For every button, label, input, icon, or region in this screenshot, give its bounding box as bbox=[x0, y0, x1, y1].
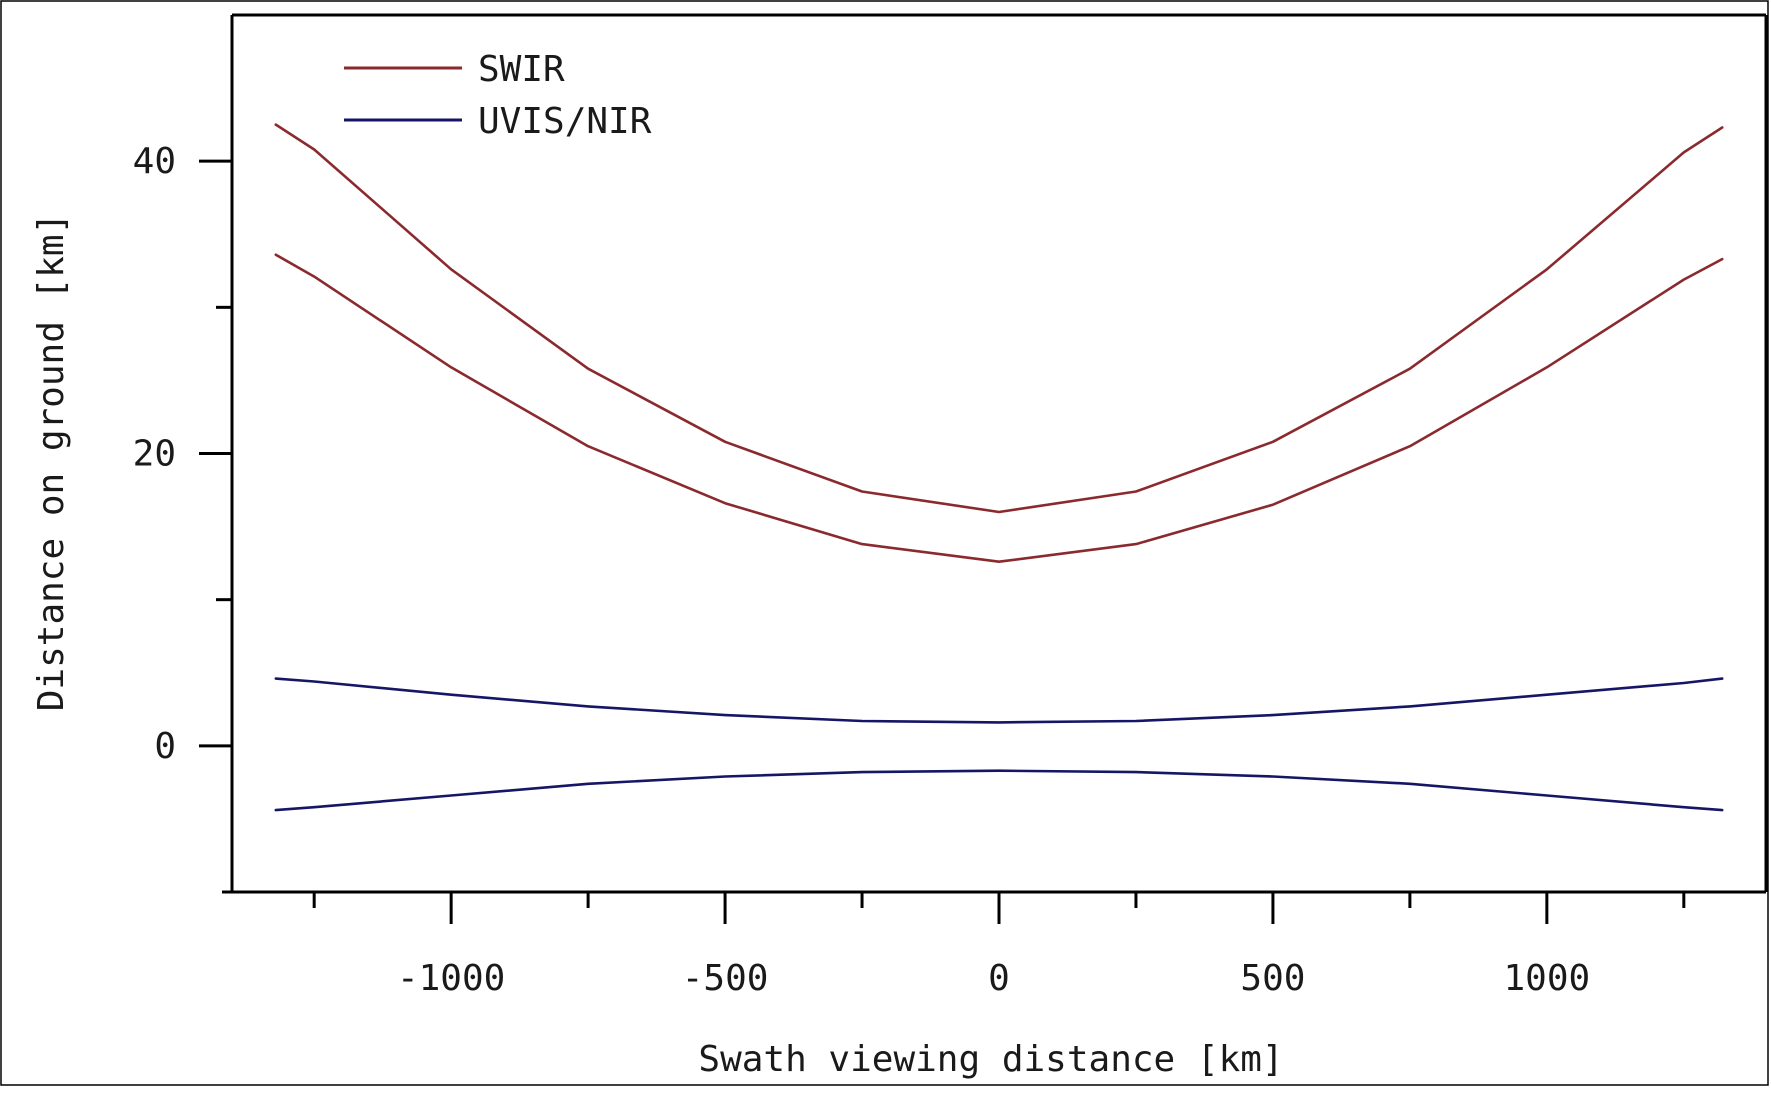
legend-label: UVIS/NIR bbox=[478, 101, 652, 142]
legend-label: SWIR bbox=[478, 49, 565, 90]
series-line-swir-0 bbox=[274, 123, 1724, 514]
x-axis-title: Swath viewing distance [km] bbox=[698, 1039, 1283, 1080]
x-tick-label: 0 bbox=[988, 958, 1010, 999]
y-tick-label: 40 bbox=[133, 141, 176, 182]
x-tick-label: 500 bbox=[1240, 958, 1305, 999]
series-layer bbox=[274, 123, 1724, 812]
series-line-swir-1 bbox=[274, 253, 1724, 564]
series-line-uvis-nir-3 bbox=[274, 769, 1724, 812]
series-line-uvis-nir-2 bbox=[274, 677, 1724, 724]
y-tick-label: 0 bbox=[154, 726, 176, 767]
legend: SWIR UVIS/NIR bbox=[344, 49, 652, 142]
y-axis: 0 20 40 bbox=[133, 141, 232, 767]
x-tick-label: -1000 bbox=[397, 958, 505, 999]
x-tick-label: 1000 bbox=[1504, 958, 1591, 999]
y-axis-title: Distance on ground [km] bbox=[31, 213, 72, 712]
x-axis: -1000 -500 0 500 1000 bbox=[312, 892, 1686, 999]
x-tick-label: -500 bbox=[682, 958, 769, 999]
y-tick-label: 20 bbox=[133, 434, 176, 475]
